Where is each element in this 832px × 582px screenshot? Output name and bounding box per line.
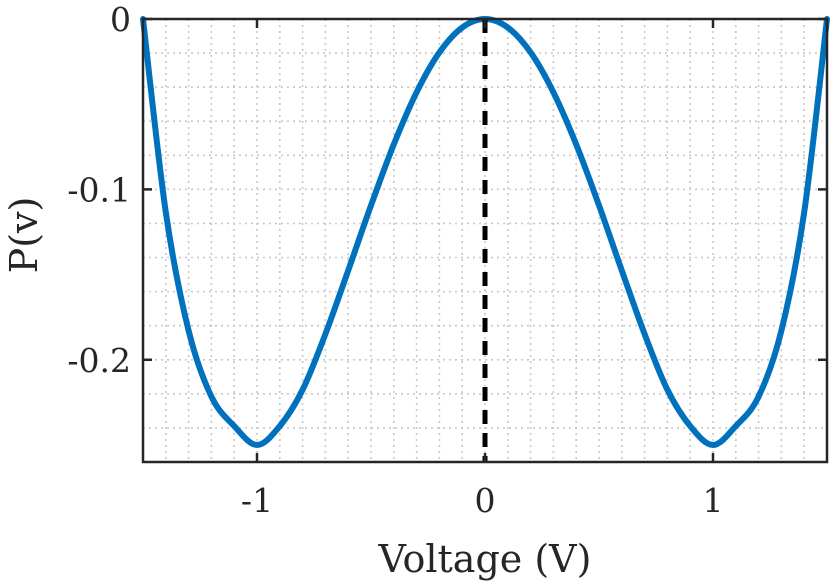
axis-labels: Voltage (V) P(v)	[2, 197, 591, 581]
x-tick-label: 1	[703, 481, 724, 520]
y-axis-label: P(v)	[2, 197, 46, 274]
x-tick-label: -1	[241, 481, 273, 520]
axes: -1 0 1 0 -0.1 -0.2	[67, 0, 829, 520]
x-tick-label: 0	[475, 481, 496, 520]
y-tick-label: 0	[110, 0, 131, 39]
y-tick-label: -0.1	[67, 170, 131, 209]
x-axis-label: Voltage (V)	[378, 537, 592, 581]
y-tick-label: -0.2	[67, 341, 131, 380]
